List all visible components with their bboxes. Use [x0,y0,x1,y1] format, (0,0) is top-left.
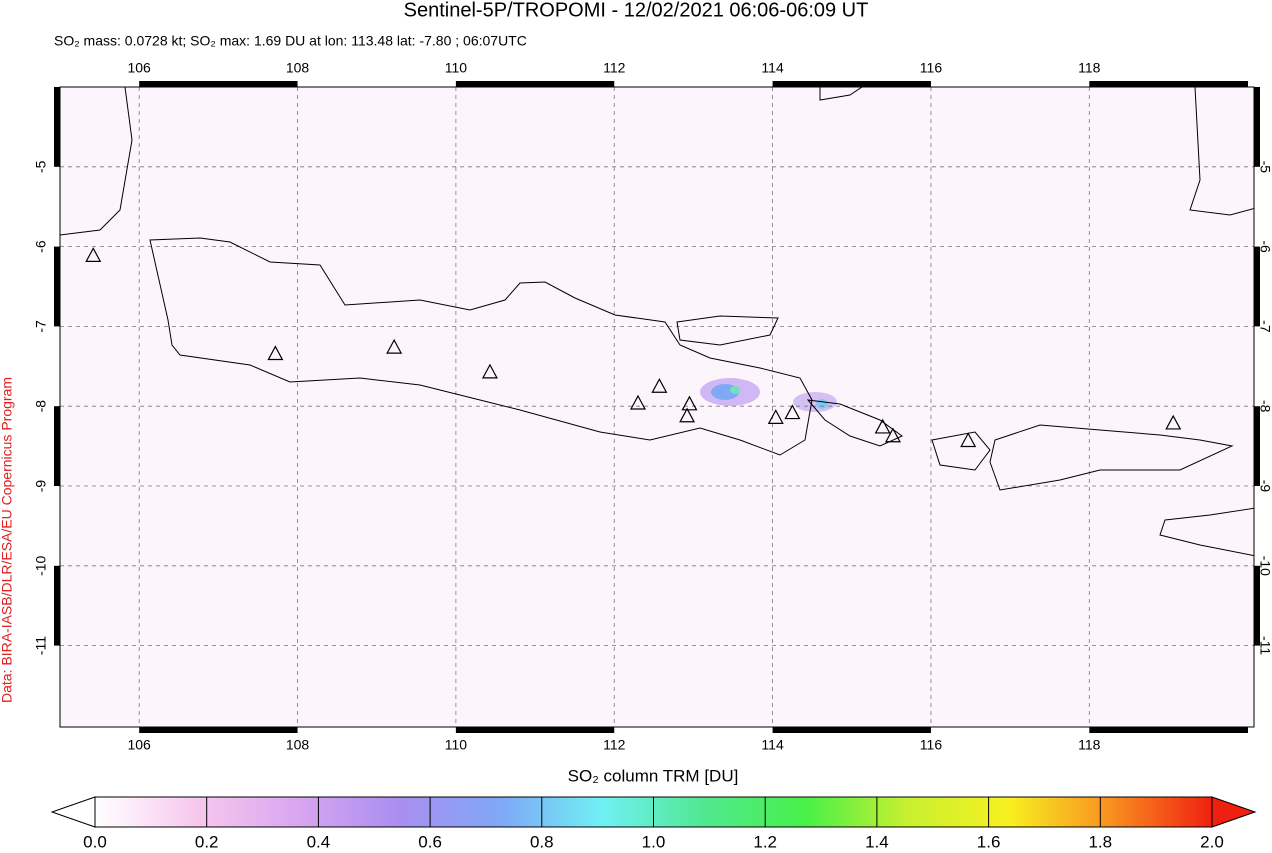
frame-bar [1254,87,1260,167]
volcano [386,338,403,354]
volcano [1165,414,1182,430]
coastline [1159,507,1254,557]
y-tick-label: -11 [33,636,49,655]
y-tick-label: -5 [33,160,49,173]
frame-bar [455,81,615,87]
volcanoes [85,247,1182,448]
volcano [767,409,784,424]
frame-bar [1254,246,1260,327]
frame-bar [139,81,298,87]
x-tick-label: 106 [127,60,151,76]
x-tick-label: 106 [127,737,151,753]
volcano [481,363,498,379]
frame-bar [54,565,60,646]
colorbar-tick-label: 1.0 [642,832,666,851]
volcano [884,427,901,443]
y-tick-label: -10 [33,555,49,575]
x-tick-label: 114 [761,737,784,753]
frame-bar [54,87,60,167]
frame-bar [54,246,60,327]
volcano [629,394,647,410]
colorbar-tick-label: 0.4 [307,832,331,851]
coastline [149,237,813,456]
plume-blob [816,399,828,409]
x-tick-label: 112 [603,60,626,76]
coastline [676,315,779,346]
frame-bar [139,727,298,733]
y-tick-label: -8 [33,400,49,413]
frame-bar [1254,406,1260,487]
map-background [60,87,1254,727]
x-tick-label: 108 [286,737,310,753]
x-tick-label: 118 [1078,737,1101,753]
coastline [60,87,133,236]
frame-bar [772,727,931,733]
x-tick-label: 110 [445,60,468,76]
colorbar-tick-label: 0.2 [195,832,219,851]
frame-bar [772,81,931,87]
colorbar-tick-label: 0.8 [530,832,554,851]
volcano [85,247,102,262]
colorbar-tick-label: 2.0 [1200,832,1224,851]
y-tick-label: -10 [1257,556,1272,576]
y-tick-label: -11 [1257,636,1272,655]
volcano [681,395,698,411]
frame-bar [54,406,60,487]
grid [60,87,1254,727]
colorbar-tick-label: 1.6 [977,832,1001,851]
colorbar-tick-label: 0.0 [83,832,107,851]
colorbar-label: SO₂ column TRM [DU] [568,766,739,785]
frame-bar [1254,565,1260,646]
x-tick-label: 112 [603,737,626,753]
volcano [267,345,284,361]
y-tick-label: -8 [1257,400,1272,413]
plume [700,378,837,412]
frame-bar [1089,81,1248,87]
coastlines [60,87,1254,557]
chart-title: Sentinel-5P/TROPOMI - 12/02/2021 06:06-0… [404,0,869,21]
y-tick-label: -5 [1257,161,1272,174]
y-tick-label: -7 [1257,320,1272,333]
coastline [806,399,903,447]
colorbar-over [1211,796,1257,828]
x-tick-label: 114 [761,60,784,76]
y-tick-label: -7 [33,320,49,333]
colorbar-under [50,796,96,828]
credit: Data: BIRA-IASB/DLR/ESA/EU Copernicus Pr… [0,377,15,703]
plume-blob [730,386,740,394]
volcano [679,407,696,423]
colorbar-tick-label: 1.2 [753,832,777,851]
colorbar-tick-label: 1.8 [1088,832,1112,851]
volcano [651,377,668,393]
x-tick-label: 116 [920,737,943,753]
frame-bar [1089,727,1248,733]
frame-bar [455,727,615,733]
colorbar: SO₂ column TRM [DU] 0.0 0.2 0.4 0.6 0.8 1.0 1.… [50,766,1257,851]
coastline [819,87,863,101]
subtitle: SO₂ mass: 0.0728 kt; SO₂ max: 1.69 DU at… [54,33,527,49]
y-tick-label: -9 [33,480,49,493]
x-tick-label: 108 [286,60,310,76]
y-tick-label: -6 [1257,240,1272,253]
colorbar-tick-label: 1.4 [865,832,889,851]
volcano [784,404,801,420]
y-tick-label: -9 [1257,480,1272,493]
volcano [960,432,977,448]
frame-bars [54,81,1260,733]
x-tick-label: 110 [445,737,468,753]
coastline [1189,87,1254,216]
volcano [874,418,891,434]
y-tick-label: -6 [33,240,49,253]
x-tick-label: 116 [920,60,943,76]
colorbar-tick-label: 0.6 [418,832,442,851]
coastline [989,424,1234,491]
x-tick-label: 118 [1078,60,1101,76]
